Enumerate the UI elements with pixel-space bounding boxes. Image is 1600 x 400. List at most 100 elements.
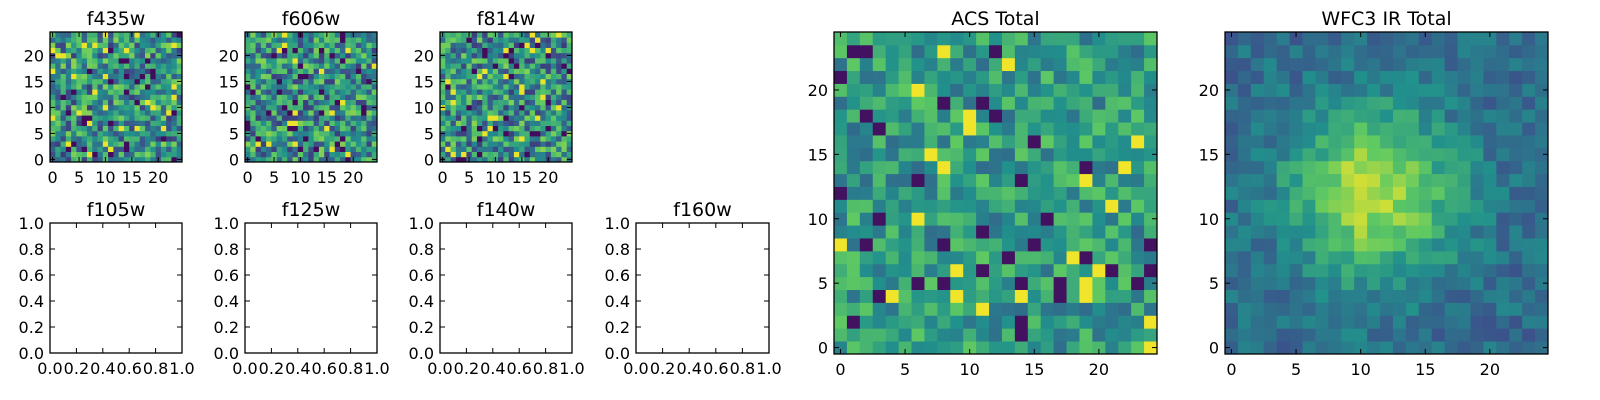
heatmap-cell — [1053, 147, 1067, 162]
heatmap-cell — [540, 115, 546, 121]
heatmap-cell — [1237, 212, 1252, 226]
y-tick-label: 10 — [1199, 210, 1219, 229]
heatmap-cell — [1431, 341, 1446, 355]
heatmap-cell — [834, 199, 848, 213]
heatmap-cell — [1535, 212, 1549, 226]
heatmap-cell — [911, 263, 925, 278]
heatmap-cell — [345, 141, 351, 147]
heatmap-cell — [176, 37, 183, 43]
heatmap-cell — [545, 73, 552, 80]
heatmap-cell — [1328, 289, 1342, 303]
heatmap-cell — [1367, 302, 1381, 316]
heatmap-cell — [503, 120, 510, 126]
heatmap-cell — [55, 84, 61, 90]
heatmap-cell — [81, 52, 88, 59]
heatmap-cell — [872, 57, 887, 72]
heatmap-cell — [476, 156, 483, 163]
heatmap-cell — [245, 99, 251, 106]
heatmap-cell — [145, 146, 151, 152]
heatmap-cell — [519, 73, 525, 80]
heatmap-cell — [872, 341, 887, 355]
heatmap-cell — [963, 250, 977, 265]
heatmap-cell — [1001, 225, 1016, 239]
heatmap-cell — [466, 63, 473, 69]
heatmap-cell — [1405, 160, 1420, 175]
heatmap-cell — [340, 146, 346, 152]
heatmap-cell — [976, 83, 990, 97]
heatmap-cell — [308, 120, 315, 126]
heatmap-cell — [1341, 289, 1355, 303]
heatmap-cell — [60, 104, 67, 111]
heatmap-cell — [872, 238, 887, 252]
heatmap-cell — [529, 104, 536, 111]
heatmap-cell — [340, 125, 346, 132]
heatmap-cell — [1014, 199, 1029, 213]
x-tick-label: 15 — [317, 168, 337, 187]
heatmap-cell — [245, 58, 251, 64]
heatmap-cell — [1470, 328, 1484, 342]
heatmap-cell — [1354, 160, 1368, 175]
heatmap-cell — [1418, 315, 1433, 329]
heatmap-cell — [1014, 57, 1029, 72]
heatmap-cell — [1418, 70, 1433, 84]
heatmap-cell — [102, 104, 109, 111]
heatmap-cell — [345, 78, 351, 85]
heatmap-cell — [281, 58, 288, 64]
heatmap-cell — [1263, 173, 1278, 187]
heatmap-cell — [1380, 135, 1394, 149]
heatmap-cell — [118, 37, 125, 43]
heatmap-cell — [340, 120, 346, 126]
heatmap-cell — [1225, 212, 1239, 226]
heatmap-cell — [1509, 70, 1523, 84]
heatmap-cell — [118, 120, 125, 126]
heatmap-cell — [1380, 160, 1394, 175]
heatmap-cell — [65, 78, 72, 85]
heatmap-cell — [566, 151, 573, 158]
heatmap-cell — [540, 146, 546, 152]
heatmap-cell — [476, 115, 483, 121]
heatmap-cell — [846, 199, 861, 213]
heatmap-cell — [1225, 173, 1239, 187]
heatmap-cell — [255, 104, 262, 111]
heatmap-cell — [355, 52, 362, 59]
heatmap-cell — [492, 47, 499, 54]
heatmap-cell — [281, 120, 288, 126]
heatmap-cell — [466, 141, 473, 147]
heatmap-cell — [1118, 289, 1132, 303]
heatmap-cell — [963, 83, 977, 97]
heatmap-cell — [287, 104, 293, 111]
heatmap-cell — [318, 68, 325, 74]
heatmap-cell — [1483, 173, 1497, 187]
heatmap-cell — [524, 42, 531, 48]
heatmap-cell — [1444, 44, 1458, 59]
heatmap-cell — [556, 32, 562, 38]
heatmap-cell — [566, 58, 573, 64]
heatmap-cell — [524, 130, 531, 137]
heatmap-cell — [937, 32, 951, 46]
heatmap-cell — [476, 130, 483, 137]
heatmap-cell — [1457, 32, 1471, 46]
heatmap-cell — [561, 110, 568, 116]
heatmap-cell — [1380, 250, 1394, 265]
heatmap-cell — [1470, 32, 1484, 46]
heatmap-cell — [885, 96, 899, 110]
heatmap-cell — [324, 141, 330, 147]
heatmap-cell — [529, 42, 536, 48]
heatmap-cell — [1315, 199, 1329, 213]
heatmap-cell — [145, 42, 151, 48]
heatmap-cell — [345, 120, 351, 126]
heatmap-cell — [123, 104, 130, 111]
heatmap-cell — [1027, 160, 1042, 175]
heatmap-cell — [492, 136, 499, 142]
heatmap-cell — [1418, 57, 1433, 72]
heatmap-cell — [508, 58, 515, 64]
heatmap-cell — [92, 52, 98, 59]
heatmap-cell — [476, 58, 483, 64]
heatmap-cell — [1470, 302, 1484, 316]
heatmap-cell — [1405, 341, 1420, 355]
heatmap-cell — [176, 89, 183, 95]
heatmap-cell — [1079, 212, 1093, 226]
heatmap-cell — [1380, 32, 1394, 46]
heatmap-cell — [1092, 315, 1106, 329]
heatmap-cell — [1367, 341, 1381, 355]
